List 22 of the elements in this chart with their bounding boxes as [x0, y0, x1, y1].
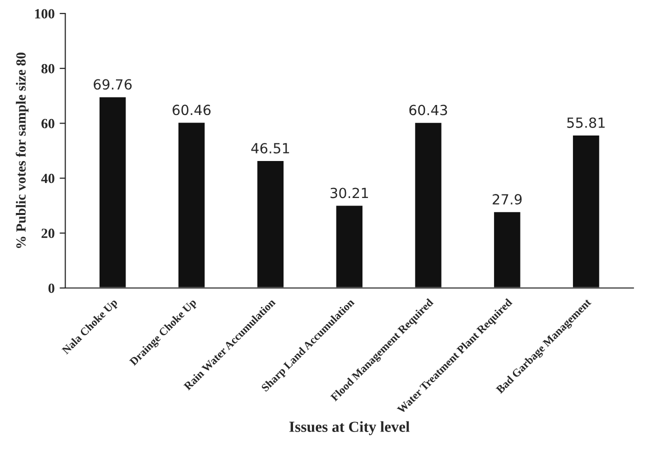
y-tick-label: 60 — [41, 118, 54, 128]
data-label: 69.76 — [94, 79, 132, 90]
y-tick-label: 100 — [35, 9, 54, 18]
bar — [492, 210, 522, 288]
data-label: 60.43 — [409, 104, 448, 116]
bar — [256, 160, 285, 288]
y-tick-label: 80 — [41, 64, 54, 74]
y-tick-label: 0 — [48, 284, 54, 293]
y-tick-label: 20 — [42, 228, 54, 238]
bar — [334, 204, 364, 288]
data-label: 46.51 — [251, 142, 290, 154]
x-axis-title: Issues at City level — [289, 421, 410, 436]
bar — [572, 134, 601, 288]
bar — [177, 121, 206, 288]
data-label: 55.81 — [567, 117, 605, 128]
bar — [98, 96, 128, 288]
y-tick-label: 40 — [41, 174, 54, 184]
y-axis-title: % Public votes for sample size 80 — [16, 52, 28, 248]
data-label: 60.46 — [172, 104, 211, 116]
data-label: 30.21 — [330, 188, 368, 198]
bar — [414, 121, 443, 288]
data-label: 27.9 — [492, 194, 522, 205]
